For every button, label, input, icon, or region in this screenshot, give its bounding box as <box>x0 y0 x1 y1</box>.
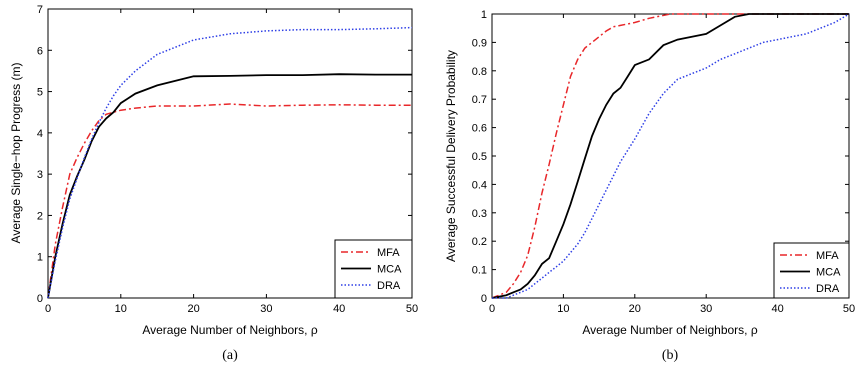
y-tick-label: 0.4 <box>472 179 487 191</box>
y-tick-label: 4 <box>37 128 43 140</box>
y-tick-label: 0.9 <box>472 37 487 49</box>
y-tick-label: 2 <box>37 210 43 222</box>
panel-caption: (a) <box>222 348 238 363</box>
y-tick-label: 0.7 <box>472 94 487 106</box>
series-line-dra <box>492 13 850 299</box>
x-ticks: 0 10 20 30 40 50 <box>45 9 418 315</box>
x-tick-label: 20 <box>629 303 641 315</box>
y-tick-label: 0.6 <box>472 123 487 135</box>
y-tick-label: 0 <box>37 293 43 305</box>
x-tick-label: 40 <box>333 303 345 315</box>
x-tick-label: 50 <box>843 303 855 315</box>
y-tick-label: 0.5 <box>472 151 487 163</box>
series-line-dra <box>47 26 413 299</box>
y-tick-label: 0 <box>481 293 487 305</box>
x-tick-label: 50 <box>406 303 418 315</box>
x-tick-label: 0 <box>45 303 51 315</box>
x-tick-label: 40 <box>771 303 783 315</box>
y-tick-label: 3 <box>37 169 43 181</box>
x-tick-label: 0 <box>489 303 495 315</box>
x-axis-label: Average Number of Neighbors, ρ <box>142 323 318 337</box>
legend-label: MFA <box>377 247 400 259</box>
y-ticks: 0 0.1 0.2 0.3 0.4 0.5 0.6 0.7 0.8 0.9 1 <box>472 9 849 305</box>
x-tick-label: 10 <box>115 303 127 315</box>
series-line-mca <box>47 73 412 299</box>
legend: MFA MCA DRA <box>334 239 413 299</box>
series-line-mfa <box>491 13 849 299</box>
y-tick-label: 0.8 <box>472 66 487 78</box>
legend-label: MCA <box>816 267 841 279</box>
y-axis-label: Average Single−hop Progress (m) <box>9 63 23 244</box>
chart-panel-a: 0 10 20 30 40 50 0 1 2 3 4 5 6 7 Average Number of N… <box>9 4 418 363</box>
y-tick-label: 0.2 <box>472 236 487 248</box>
x-axis-label: Average Number of Neighbors, ρ <box>582 323 758 337</box>
x-tick-label: 30 <box>260 303 272 315</box>
legend-label: MFA <box>816 250 839 262</box>
series-lines <box>491 13 850 299</box>
y-tick-label: 7 <box>37 4 43 16</box>
legend-label: MCA <box>377 264 402 276</box>
x-tick-label: 30 <box>700 303 712 315</box>
y-tick-label: 0.1 <box>472 265 487 277</box>
y-tick-label: 6 <box>37 45 43 57</box>
y-tick-label: 5 <box>37 87 43 99</box>
panel-caption: (b) <box>662 348 679 363</box>
y-axis-label: Average Successful Delivery Probability <box>444 50 458 262</box>
chart-panel-b: 0 10 20 30 40 50 0 0.1 0.2 0.3 0.4 0.5 0.6 0.7 0.8 0.9… <box>444 9 855 363</box>
series-lines <box>47 26 413 299</box>
legend: MFA MCA DRA <box>773 242 850 299</box>
y-tick-label: 1 <box>37 252 43 264</box>
y-tick-label: 1 <box>481 9 487 21</box>
x-tick-label: 20 <box>187 303 199 315</box>
x-tick-label: 10 <box>557 303 569 315</box>
legend-label: DRA <box>377 280 401 292</box>
series-line-mca <box>491 13 849 299</box>
legend-label: DRA <box>816 283 840 295</box>
legend-box <box>773 242 850 299</box>
y-tick-label: 0.3 <box>472 208 487 220</box>
